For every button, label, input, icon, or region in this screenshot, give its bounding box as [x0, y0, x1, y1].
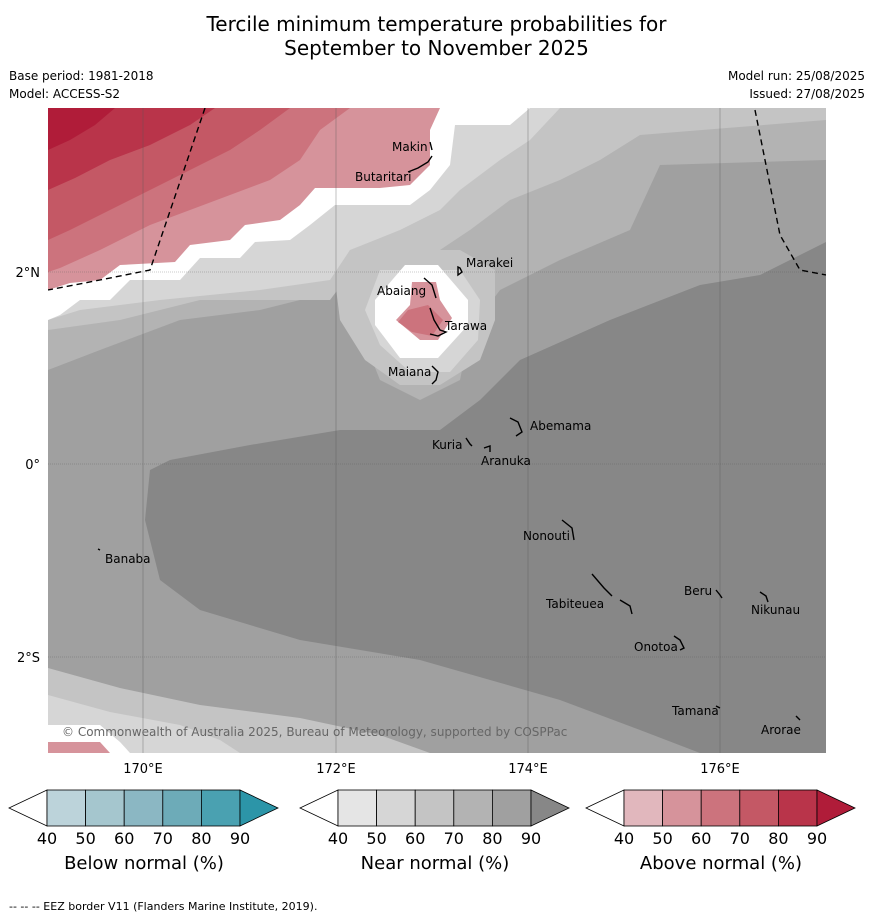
label-aranuka: Aranuka [481, 454, 531, 468]
above-normal-extend-low [585, 789, 625, 827]
lon-label-170: 170°E [123, 762, 163, 777]
place-labels: Makin Butaritari Marakei Abaiang Tarawa … [105, 140, 801, 737]
near-normal-80-zone [145, 108, 826, 753]
near-normal-tick-label: 40 [328, 829, 348, 848]
lat-label-0: 0° [25, 458, 40, 473]
label-onotoa: Onotoa [634, 640, 678, 654]
meta-right: Model run: 25/08/2025 Issued: 27/08/2025 [728, 67, 865, 103]
above-normal-swatch [739, 789, 779, 827]
near-normal-swatch [414, 789, 455, 827]
above-normal-tick-label: 90 [807, 829, 827, 848]
above-normal-90-band [48, 108, 115, 150]
near-normal-tick-label: 80 [482, 829, 502, 848]
lon-label-176: 176°E [700, 762, 740, 777]
copyright-note: © Commonwealth of Australia 2025, Bureau… [62, 725, 567, 739]
near-normal-swatch [337, 789, 377, 827]
label-nikunau: Nikunau [751, 603, 800, 617]
below-normal-swatch [46, 789, 86, 827]
label-beru: Beru [684, 584, 712, 598]
base-period: Base period: 1981-2018 [9, 69, 154, 83]
lon-label-174: 174°E [508, 762, 548, 777]
colorbar-group: 40 50 60 70 80 90 40 50 60 70 80 90 40 50 60 70 80 90 [8, 789, 856, 848]
label-nonouti: Nonouti [523, 529, 570, 543]
below-normal-swatch [123, 789, 164, 827]
above-normal-tick-label: 50 [652, 829, 672, 848]
title-line-2: September to November 2025 [284, 36, 589, 60]
near-normal-tick-label: 50 [366, 829, 386, 848]
label-marakei: Marakei [466, 256, 513, 270]
near-normal-label: Near normal (%) [360, 853, 510, 874]
below-normal-swatch [85, 789, 125, 827]
below-normal-tick-label: 80 [191, 829, 211, 848]
above-normal-swatch [662, 789, 702, 827]
axis-labels: 170°E 172°E 174°E 176°E 2°N 0° 2°S [16, 266, 740, 777]
above-normal-80-band [48, 108, 215, 190]
below-normal-extend-high [239, 789, 279, 827]
above-normal-tick-label: 70 [730, 829, 750, 848]
near-normal-tick-label: 70 [444, 829, 464, 848]
above-normal-extend-high [816, 789, 856, 827]
lat-label-2s: 2°S [17, 651, 40, 666]
below-normal-swatch [200, 789, 241, 827]
map-title: Tercile minimum temperature probabilitie… [0, 12, 873, 60]
label-arorae: Arorae [761, 723, 801, 737]
eez-border [48, 108, 826, 291]
label-banaba: Banaba [105, 552, 151, 566]
near-normal-extend-high [530, 789, 570, 827]
lon-label-172: 172°E [316, 762, 356, 777]
above-normal-tick-label: 60 [691, 829, 711, 848]
model-run: Model run: 25/08/2025 [727, 69, 865, 83]
label-makin: Makin [392, 140, 428, 154]
near-normal-extend-low [299, 789, 339, 827]
above-normal-swatch [700, 789, 741, 827]
below-normal-swatch [162, 789, 202, 827]
label-abemama: Abemama [530, 419, 591, 433]
map-area [48, 108, 826, 753]
label-kuria: Kuria [432, 438, 463, 452]
lat-label-2n: 2°N [16, 266, 41, 281]
label-maiana: Maiana [388, 365, 431, 379]
above-normal-label: Above normal (%) [639, 853, 803, 874]
label-tamana: Tamana [671, 704, 719, 718]
label-abaiang: Abaiang [377, 284, 426, 298]
bottom-above-50 [48, 742, 110, 753]
graticule [48, 108, 826, 753]
below-normal-colorbar: 40 50 60 70 80 90 [8, 789, 279, 848]
near-normal-tick-label: 90 [521, 829, 541, 848]
above-normal-tick-label: 40 [614, 829, 634, 848]
below-normal-tick-label: 40 [37, 829, 57, 848]
label-tabiteuea: Tabiteuea [545, 597, 604, 611]
above-normal-colorbar: 40 50 60 70 80 90 [585, 789, 856, 848]
above-normal-swatch [778, 789, 818, 827]
label-butaritari: Butaritari [355, 170, 412, 184]
model-name: Model: ACCESS-S2 [9, 87, 121, 101]
below-normal-extend-low [8, 789, 48, 827]
meta-left: Base period: 1981-2018 Model: ACCESS-S2 [9, 67, 154, 103]
near-normal-swatch [453, 789, 493, 827]
eez-footer-note: -- -- -- EEZ border V11 (Flanders Marine… [9, 900, 318, 913]
label-tarawa: Tarawa [444, 319, 487, 333]
above-normal-swatch [623, 789, 663, 827]
near-normal-colorbar: 40 50 60 70 80 90 [299, 789, 570, 848]
below-normal-tick-label: 50 [75, 829, 95, 848]
near-normal-swatch [491, 789, 532, 827]
below-normal-tick-label: 70 [153, 829, 173, 848]
near-normal-swatch [376, 789, 416, 827]
issued-date: Issued: 27/08/2025 [749, 87, 865, 101]
title-line-1: Tercile minimum temperature probabilitie… [206, 12, 667, 36]
below-normal-label: Below normal (%) [64, 853, 224, 874]
below-normal-tick-label: 60 [114, 829, 134, 848]
island-outlines [97, 141, 801, 721]
above-normal-tick-label: 80 [768, 829, 788, 848]
near-normal-tick-label: 60 [405, 829, 425, 848]
below-normal-tick-label: 90 [230, 829, 250, 848]
